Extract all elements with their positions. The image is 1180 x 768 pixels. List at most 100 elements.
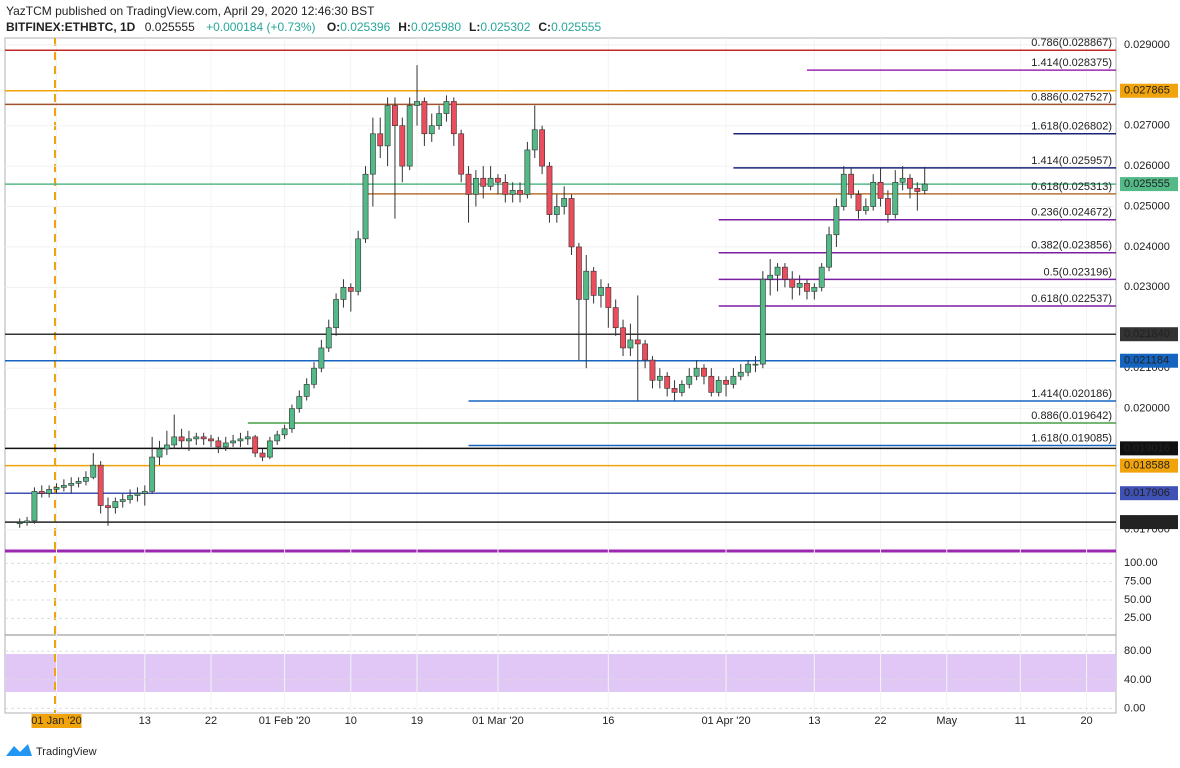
x-tick-label: May bbox=[936, 715, 957, 727]
candle-body bbox=[627, 339, 634, 349]
fib-label: 0.5(0.023196) bbox=[1044, 266, 1113, 278]
candle-body bbox=[605, 287, 612, 308]
candle-body bbox=[200, 436, 207, 440]
price-box-label: 0.021184 bbox=[1124, 355, 1169, 367]
price-box-label: 0.025555 bbox=[1124, 178, 1170, 190]
fib-label: 1.414(0.025957) bbox=[1031, 155, 1112, 167]
x-tick-label: 01 Mar '20 bbox=[472, 715, 524, 727]
price-box bbox=[1120, 177, 1178, 192]
x-tick-label: 13 bbox=[808, 715, 820, 727]
price-box bbox=[1120, 486, 1178, 501]
candle-body bbox=[60, 485, 67, 488]
x-tick-label: 19 bbox=[411, 715, 423, 727]
candle-body bbox=[171, 436, 178, 446]
candle-body bbox=[826, 234, 832, 268]
candle-body bbox=[112, 501, 119, 508]
candle-body bbox=[53, 487, 60, 490]
candle-body bbox=[369, 133, 376, 175]
candle-body bbox=[804, 283, 810, 292]
candle-body bbox=[583, 270, 590, 300]
candle-body bbox=[509, 190, 516, 195]
candle-body bbox=[686, 375, 693, 385]
candle-body bbox=[75, 481, 82, 484]
candle-body bbox=[759, 278, 766, 365]
candle-body bbox=[46, 489, 53, 494]
candle-body bbox=[612, 307, 619, 329]
candle-body bbox=[737, 371, 744, 377]
x-tick-label: 01 Jan '20 bbox=[31, 715, 81, 727]
candle-body bbox=[325, 327, 332, 349]
candle-body bbox=[208, 438, 214, 442]
candle-body bbox=[399, 125, 406, 167]
price-box bbox=[1120, 515, 1178, 530]
x-tick-label: 01 Feb '20 bbox=[259, 715, 311, 727]
x-tick-label: 16 bbox=[602, 715, 614, 727]
price-box-label: 0.021840 bbox=[1124, 328, 1170, 340]
y-tick-label: 0.027000 bbox=[1124, 120, 1170, 132]
y-tick-label: 0.00 bbox=[1124, 702, 1145, 714]
fib-label: 0.786(0.028867) bbox=[1031, 37, 1112, 49]
y-tick-label: 0.026000 bbox=[1124, 160, 1170, 172]
candle-body bbox=[421, 101, 428, 135]
x-tick-label: 01 Apr '20 bbox=[701, 715, 750, 727]
candle-body bbox=[899, 177, 906, 183]
x-tick-label: 13 bbox=[139, 715, 151, 727]
candle-body bbox=[723, 379, 729, 385]
candle-body bbox=[546, 165, 553, 215]
ohlc-key: L: bbox=[469, 20, 480, 34]
candle-body bbox=[347, 287, 354, 292]
y-tick-label: 0.024000 bbox=[1124, 241, 1170, 253]
candle-body bbox=[855, 194, 862, 211]
ohlc-key: O: bbox=[327, 20, 340, 34]
candle-body bbox=[156, 448, 163, 458]
price-box-label: 0.017191 bbox=[1124, 516, 1170, 528]
ohlc-value: 0.025302 bbox=[480, 20, 530, 34]
candle-body bbox=[487, 177, 494, 187]
candle-body bbox=[642, 343, 649, 361]
y-tick-label: 75.00 bbox=[1124, 576, 1152, 588]
candle-body bbox=[237, 438, 244, 442]
fib-label: 1.618(0.019085) bbox=[1031, 432, 1112, 444]
candle-body bbox=[193, 436, 200, 440]
y-tick-label: 25.00 bbox=[1124, 612, 1152, 624]
candle-body bbox=[598, 287, 604, 296]
price-box-label: 0.019016 bbox=[1124, 442, 1170, 454]
x-tick-label: 10 bbox=[345, 715, 357, 727]
candle-body bbox=[575, 246, 582, 300]
price-box bbox=[1120, 353, 1178, 368]
candle-body bbox=[458, 133, 465, 175]
candle-body bbox=[531, 129, 538, 151]
candle-body bbox=[97, 464, 104, 506]
candle-body bbox=[767, 274, 774, 280]
candle-body bbox=[495, 177, 501, 183]
candle-body bbox=[105, 505, 111, 508]
candle-body bbox=[311, 367, 317, 385]
price-box bbox=[1120, 441, 1178, 456]
x-tick-label: 22 bbox=[205, 715, 217, 727]
y-tick-label: 0.029000 bbox=[1124, 39, 1170, 51]
candle-body bbox=[885, 198, 891, 215]
candle-body bbox=[833, 206, 840, 236]
candle-body bbox=[215, 440, 222, 448]
candle-body bbox=[539, 129, 546, 167]
candle-body bbox=[472, 177, 479, 195]
ohlc-value: 0.025396 bbox=[340, 20, 390, 34]
candle-body bbox=[782, 266, 788, 280]
candle-body bbox=[715, 379, 722, 393]
candle-body bbox=[303, 384, 310, 397]
x-tick-label: 22 bbox=[874, 715, 886, 727]
candle-body bbox=[664, 375, 671, 389]
candle-body bbox=[119, 499, 126, 502]
candle-body bbox=[163, 444, 170, 450]
ohlc-value: 0.025555 bbox=[551, 20, 601, 34]
y-tick-label: 40.00 bbox=[1124, 674, 1152, 686]
candle-body bbox=[443, 101, 450, 114]
candle-body bbox=[877, 181, 884, 199]
candle-body bbox=[38, 491, 45, 494]
y-tick-label: 0.023000 bbox=[1124, 281, 1170, 293]
fib-label: 1.414(0.028375) bbox=[1031, 57, 1112, 69]
candle-body bbox=[127, 495, 133, 500]
price-box-label: 0.018588 bbox=[1124, 460, 1170, 472]
